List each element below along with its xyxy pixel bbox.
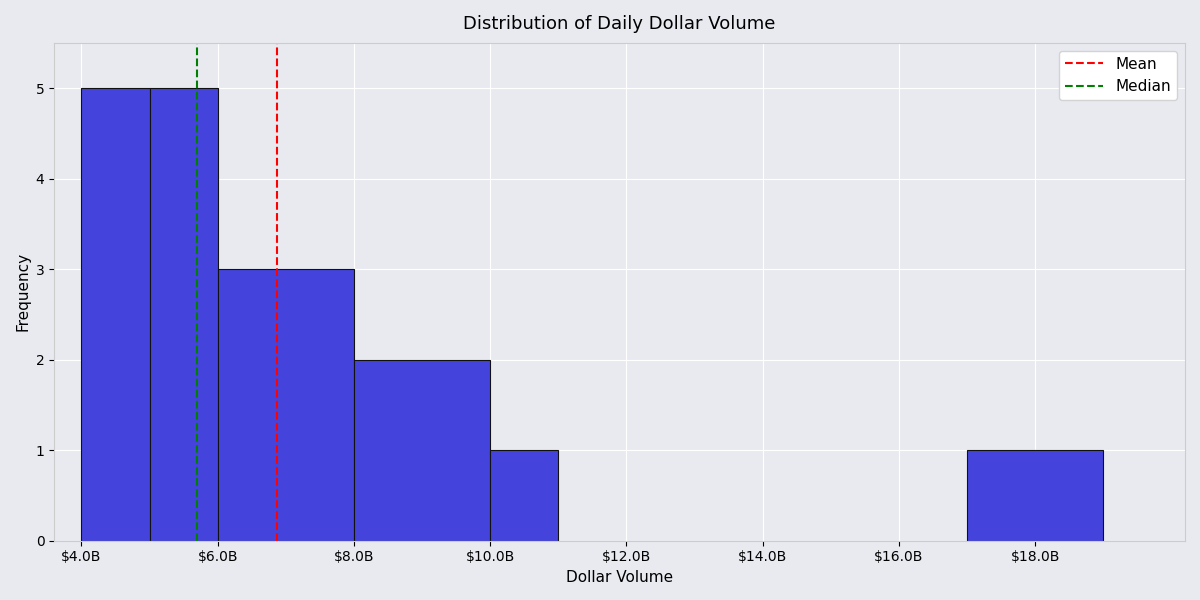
- Median: [190, 446, 204, 454]
- Bar: [82, 88, 150, 541]
- Bar: [217, 269, 354, 541]
- Bar: [150, 88, 217, 541]
- Legend: Mean, Median: Mean, Median: [1060, 50, 1177, 100]
- Median: [190, 537, 204, 544]
- Bar: [490, 450, 558, 541]
- Mean: [269, 537, 283, 544]
- X-axis label: Dollar Volume: Dollar Volume: [566, 570, 673, 585]
- Bar: [354, 359, 490, 541]
- Mean: [269, 446, 283, 454]
- Bar: [967, 450, 1103, 541]
- Title: Distribution of Daily Dollar Volume: Distribution of Daily Dollar Volume: [463, 15, 775, 33]
- Y-axis label: Frequency: Frequency: [16, 252, 30, 331]
